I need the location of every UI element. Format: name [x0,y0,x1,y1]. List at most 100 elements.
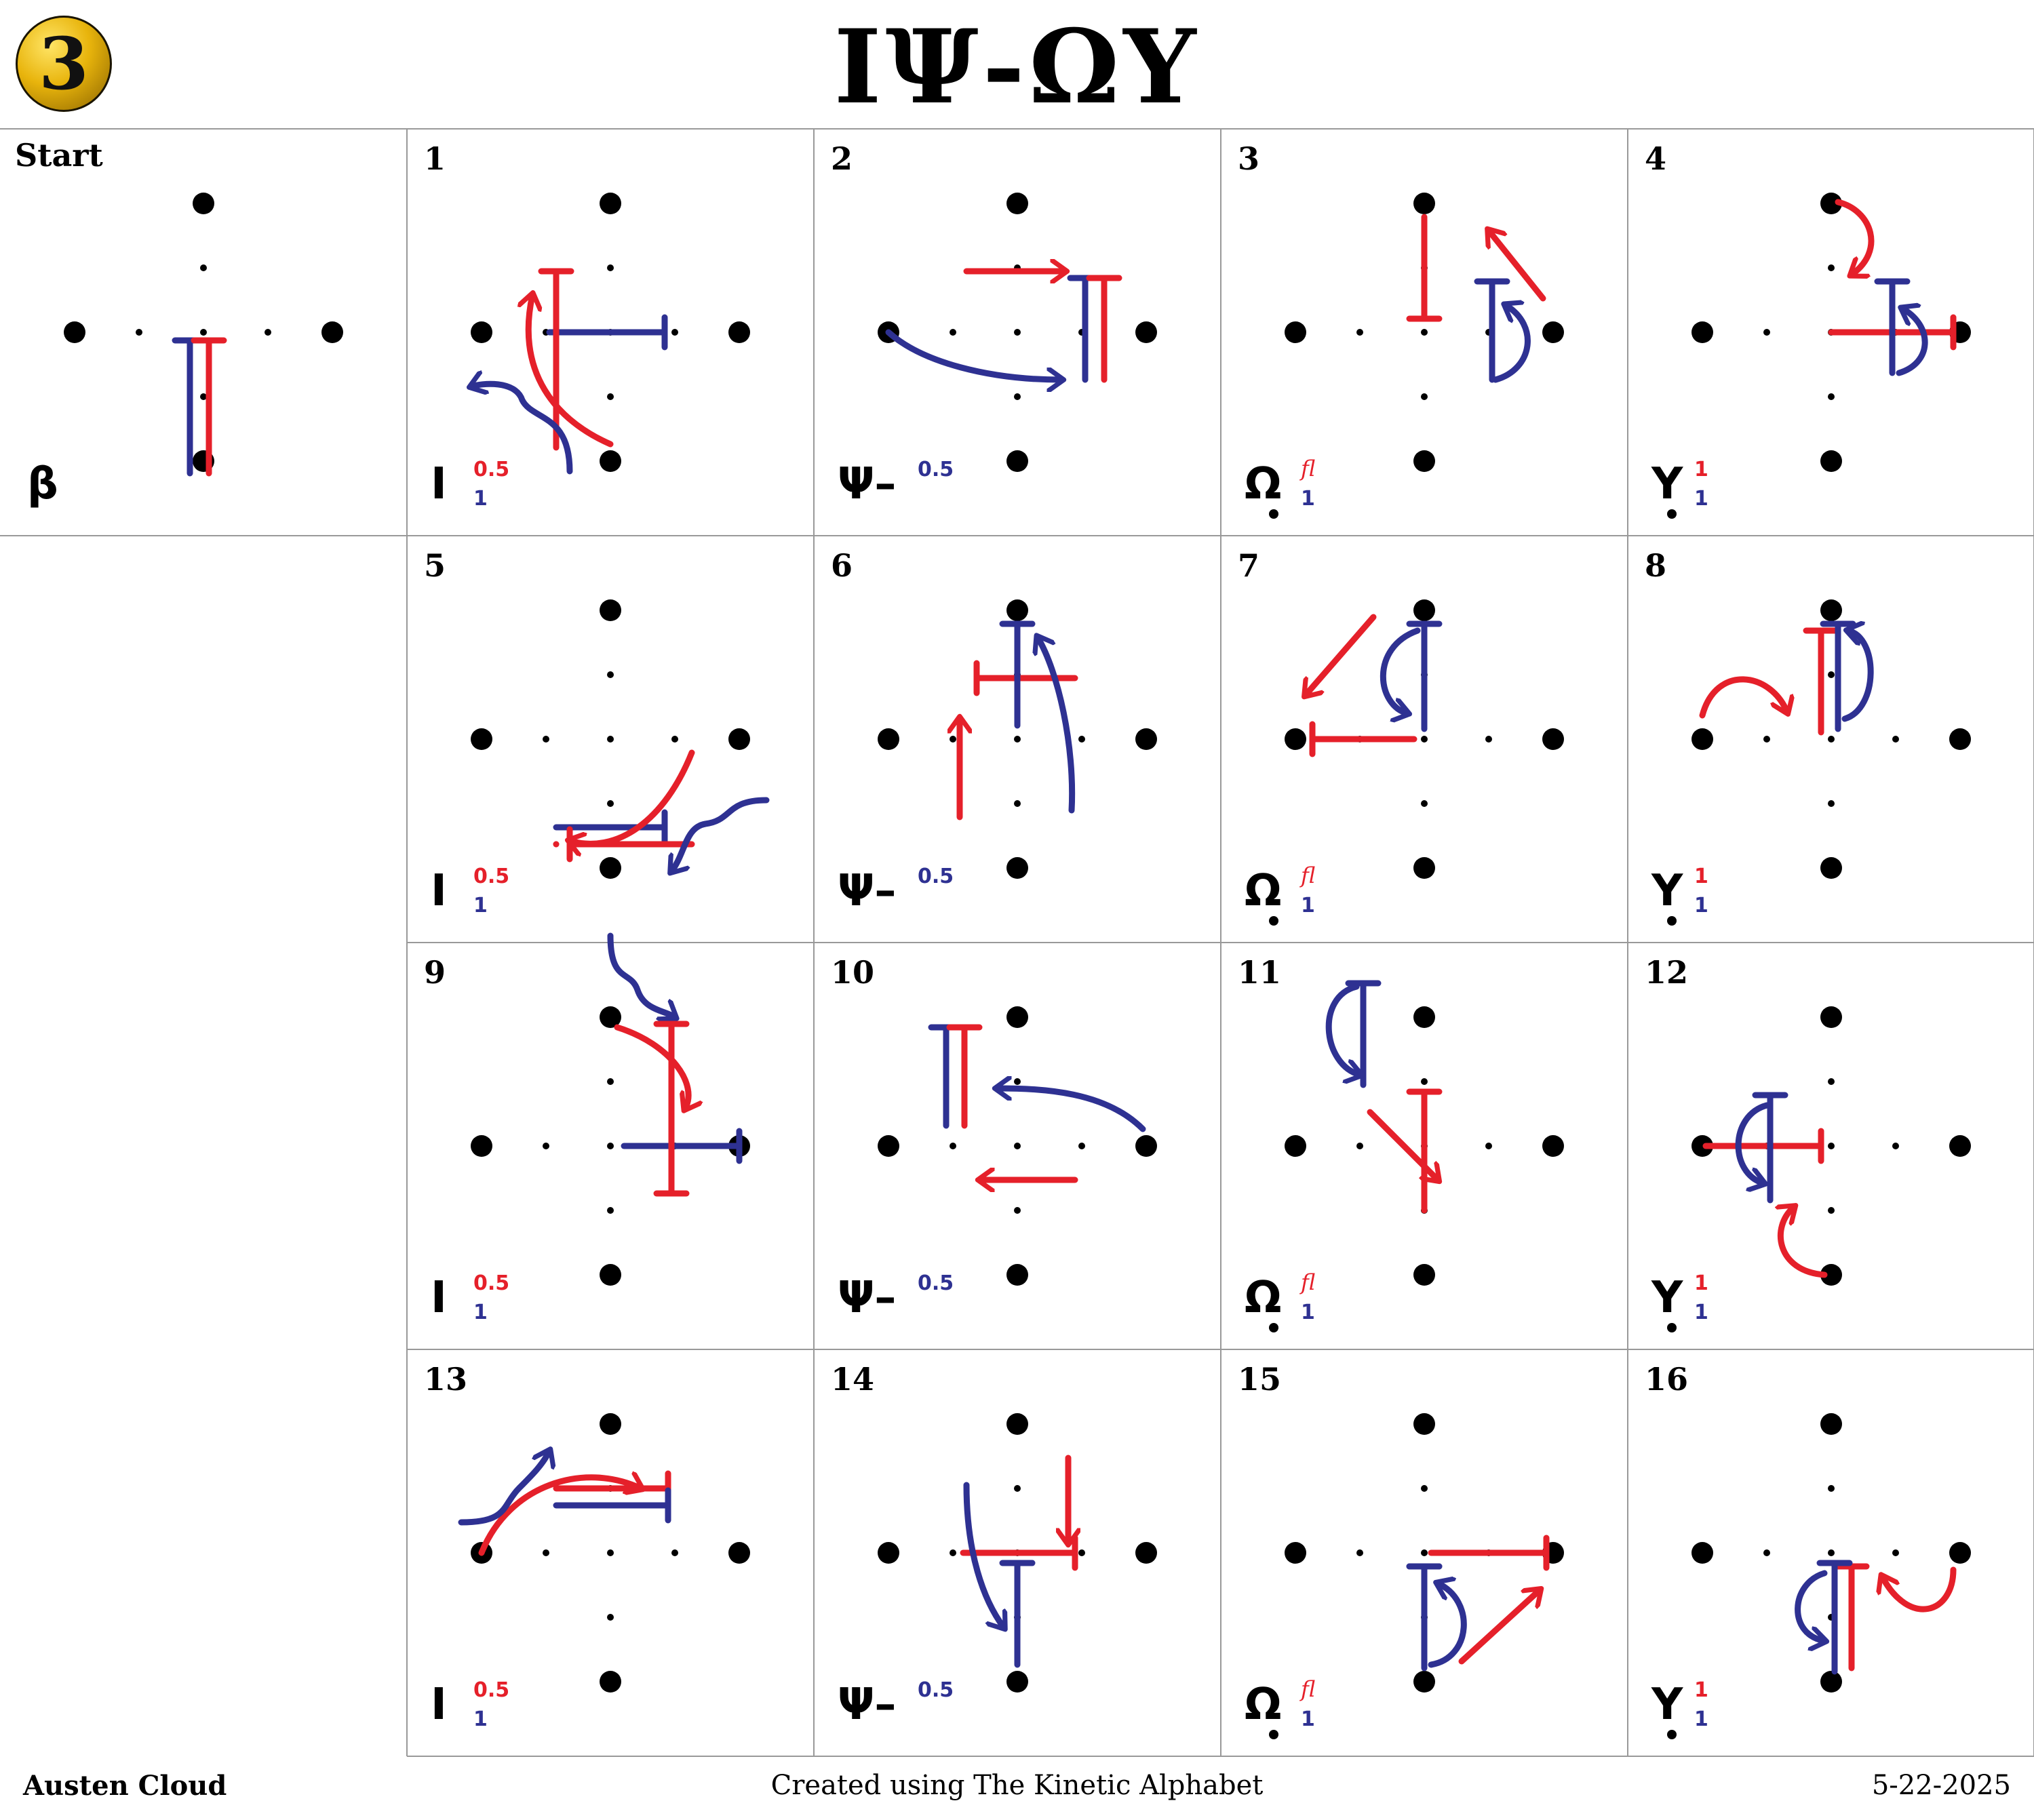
node-dot [950,1143,956,1149]
node-dot [600,450,621,472]
node-dot [607,1614,614,1621]
cell-superscript: 1 [1694,1271,1708,1295]
motion-path [1492,305,1531,383]
node-dot [1413,1671,1435,1693]
node-dot [607,736,614,743]
node-dot [1285,1542,1306,1564]
node-dot [1421,393,1428,400]
cell-number-label: 9 [424,954,446,991]
node-dot [1485,736,1492,743]
node-dot [1014,1143,1021,1149]
cell-symbol: I [431,1273,447,1323]
page-title: ΙΨ-ΩΥ [834,7,1200,127]
symbol-dot [1667,509,1677,519]
node-dot [600,193,621,214]
node-dot [671,1549,678,1556]
node-dot [543,1143,549,1149]
cell-number-label: 10 [831,954,874,991]
node-dot [471,1135,492,1157]
cell-move-5: 5 I 0.5 1 [424,547,770,917]
cell-move-13: 13 I 0.5 1 [424,1361,750,1731]
node-dot [1485,1143,1492,1149]
cell-move-15: 15 Ω fl 1 [1238,1361,1564,1739]
node-dot [1285,1135,1306,1157]
node-dot [1078,1143,1085,1149]
node-dot [600,857,621,879]
node-dot [600,599,621,621]
node-dot [1014,393,1021,400]
cell-number-label: 14 [831,1361,874,1398]
node-dot [950,1549,956,1556]
cell-subscript: 1 [1694,1301,1708,1324]
motion-path [1380,627,1421,713]
node-dot [1356,1549,1363,1556]
node-dot [607,264,614,271]
node-dot [200,393,207,400]
cell-number-label: 5 [424,547,446,584]
cell-superscript: fl [1299,456,1315,481]
motion-path [1882,1566,1957,1613]
motion-path [1841,631,1874,722]
cell-symbol: I [431,459,447,509]
node-dot [265,329,271,336]
node-dot [1820,599,1842,621]
motion-path [471,384,573,475]
node-dot [1413,193,1435,214]
date-text: 5-22-2025 [1871,1770,2011,1801]
node-dot [607,1207,614,1214]
node-dot [878,728,899,750]
node-dot [1828,1143,1835,1149]
node-dot [950,736,956,743]
cell-move-2: 2 Ψ– 0.5 [831,140,1157,509]
node-dot [1820,1413,1842,1435]
cell-number-label: 12 [1645,954,1688,991]
motion-path [607,932,675,1017]
cell-move-6: 6 Ψ– 0.5 [831,547,1157,916]
node-dot [1006,1413,1028,1435]
motion-path [1038,637,1076,814]
node-dot [1014,800,1021,807]
node-dot [1892,736,1899,743]
cell-subscript: 1 [1301,1301,1315,1324]
cell-number-label: 1 [424,140,446,177]
node-dot [1413,450,1435,472]
node-dot [1421,736,1428,743]
motion-path [963,1482,1004,1627]
motion-path [458,1451,549,1526]
node-dot [1828,736,1835,743]
node-dot [607,393,614,400]
cell-superscript: 0.5 [918,1678,954,1702]
node-dot [1135,1542,1157,1564]
node-dot [1006,1006,1028,1028]
node-dot [1820,857,1842,879]
cell-number-label: 13 [424,1361,467,1398]
node-dot [1820,450,1842,472]
node-dot [1828,264,1835,271]
cell-superscript: 1 [1694,865,1708,888]
node-dot [1285,321,1306,343]
cell-superscript: 0.5 [473,865,509,888]
cell-symbol: I [431,1680,447,1730]
node-dot [1421,800,1428,807]
cell-symbol: β [27,459,58,509]
node-dot [1828,393,1835,400]
cell-symbol: Ψ– [838,1680,896,1730]
cell-move-9: 9 I 0.5 1 [424,932,750,1324]
cell-symbol: Y [1651,1680,1683,1730]
node-dot [607,671,614,678]
node-dot [200,329,207,336]
cell-number-label: 8 [1645,547,1666,584]
cell-number-label: 7 [1238,547,1259,584]
node-dot [1828,671,1835,678]
cell-symbol: I [431,866,447,916]
node-dot [1413,599,1435,621]
node-dot [1691,1542,1713,1564]
credit-text: Created using The Kinetic Alphabet [770,1770,1264,1801]
node-dot [1135,728,1157,750]
node-dot [1820,1671,1842,1693]
motion-path [1367,1109,1438,1180]
cell-move-8: 8 Y 1 1 [1645,547,1971,926]
node-dot [1892,1143,1899,1149]
motion-path [885,329,1061,380]
